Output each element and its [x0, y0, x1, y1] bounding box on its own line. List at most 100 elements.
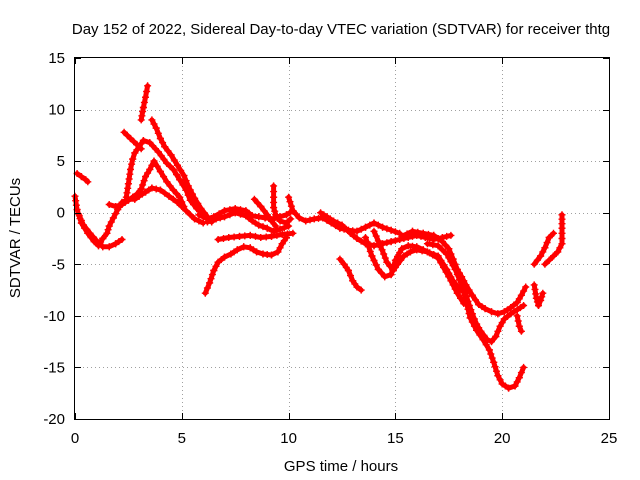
data-point — [169, 165, 177, 173]
data-point — [437, 259, 445, 267]
grid-lines — [75, 58, 609, 419]
data-point — [458, 279, 466, 287]
series-trace-18 — [362, 234, 470, 297]
y-tick-label: 15 — [48, 50, 65, 67]
data-point — [178, 198, 186, 206]
data-point — [194, 199, 202, 207]
data-point — [154, 148, 162, 156]
data-point — [160, 173, 168, 181]
data-point — [285, 193, 293, 201]
data-point — [445, 254, 453, 262]
series-trace-12 — [214, 229, 297, 243]
data-point — [383, 239, 391, 247]
data-point — [445, 245, 453, 253]
data-series — [71, 82, 566, 392]
data-point — [148, 184, 156, 192]
data-point — [268, 232, 275, 240]
x-tick-label: 25 — [601, 430, 618, 447]
data-point — [124, 180, 132, 188]
data-point — [107, 218, 115, 226]
data-point — [494, 327, 502, 335]
data-point — [208, 271, 216, 279]
data-point — [180, 203, 188, 210]
data-point — [513, 378, 521, 386]
data-point — [430, 231, 438, 239]
data-point — [490, 358, 498, 366]
data-point — [220, 235, 227, 242]
data-point — [86, 229, 94, 237]
chart-title: Day 152 of 2022, Sidereal Day-to-day VTE… — [72, 21, 610, 38]
data-point — [137, 145, 145, 153]
data-point — [330, 217, 337, 225]
data-point — [157, 152, 165, 160]
data-point — [140, 98, 148, 106]
data-point — [164, 147, 172, 155]
data-point — [292, 210, 300, 218]
data-point — [210, 267, 218, 274]
data-point — [112, 203, 120, 210]
data-point — [537, 252, 545, 260]
data-point — [447, 231, 455, 239]
data-point — [449, 262, 457, 270]
data-point — [505, 384, 513, 392]
x-axis-label: GPS time / hours — [284, 458, 398, 475]
data-point — [338, 221, 346, 229]
data-point — [398, 245, 406, 253]
data-point — [191, 194, 199, 202]
data-point — [383, 225, 391, 233]
data-point — [438, 246, 446, 254]
data-point — [195, 217, 203, 225]
data-point — [362, 234, 369, 241]
data-point — [480, 332, 488, 339]
y-axis-label: SDTVAR / TECUs — [7, 178, 24, 298]
data-point — [353, 227, 361, 235]
data-point — [380, 250, 388, 258]
data-point — [170, 156, 178, 164]
data-point — [468, 310, 476, 318]
data-point — [142, 173, 149, 181]
data-point — [252, 232, 259, 240]
data-point — [357, 225, 365, 233]
data-point — [460, 283, 468, 291]
data-point — [334, 219, 342, 227]
data-point — [545, 234, 553, 241]
series-trace-2 — [73, 170, 92, 186]
data-point — [541, 244, 549, 252]
series-trace-14 — [270, 182, 295, 227]
data-point — [272, 222, 280, 230]
data-point — [472, 296, 479, 304]
data-point — [246, 231, 254, 239]
data-point — [387, 238, 395, 246]
data-point — [166, 182, 174, 190]
data-point — [189, 190, 196, 198]
data-point — [515, 374, 523, 382]
data-point — [473, 320, 481, 328]
data-point — [263, 224, 271, 232]
data-point — [165, 192, 173, 200]
data-point — [515, 295, 523, 303]
data-point — [276, 225, 284, 233]
data-point — [515, 322, 523, 330]
data-point — [163, 159, 171, 167]
data-point — [130, 138, 138, 145]
data-point — [203, 218, 211, 226]
data-point — [418, 247, 426, 255]
data-point — [443, 250, 451, 258]
series-trace-26 — [541, 211, 566, 268]
data-point — [550, 229, 557, 237]
data-point — [92, 237, 100, 245]
data-point — [487, 350, 495, 358]
data-point — [370, 219, 378, 227]
data-point — [208, 216, 216, 224]
data-point — [182, 177, 190, 185]
data-point — [383, 258, 391, 266]
data-point — [191, 215, 199, 223]
data-point — [394, 252, 401, 260]
y-tick-label: 10 — [48, 102, 65, 119]
data-point — [154, 129, 162, 137]
data-point — [482, 341, 490, 349]
data-point — [445, 273, 453, 281]
data-point — [221, 253, 228, 261]
data-point — [511, 382, 519, 390]
data-point — [159, 139, 167, 147]
